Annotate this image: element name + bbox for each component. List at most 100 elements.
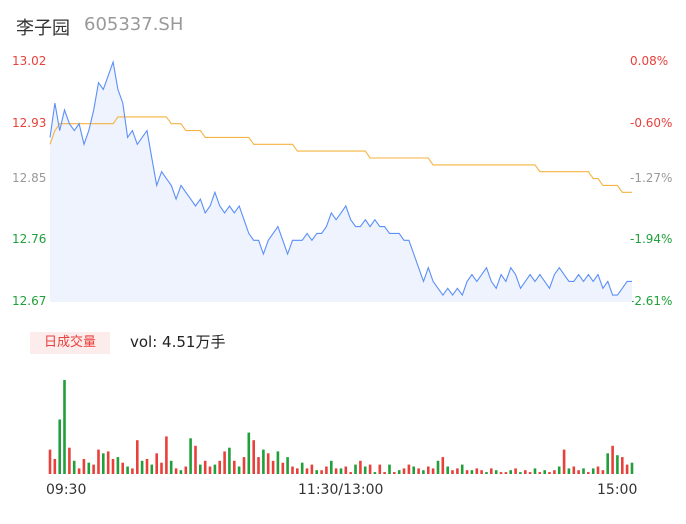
volume-bar <box>373 472 377 474</box>
volume-bar <box>262 449 265 474</box>
volume-bar <box>524 470 527 474</box>
volume-bar <box>82 459 86 474</box>
volume-bar <box>514 468 517 474</box>
volume-bar <box>276 451 280 474</box>
volume-bar <box>528 472 532 474</box>
volume-bar <box>349 472 352 474</box>
volume-bar <box>237 466 241 474</box>
volume-bar <box>296 468 299 474</box>
volume-bar <box>533 468 537 474</box>
volume-bar <box>179 470 183 474</box>
volume-bar <box>145 459 149 474</box>
volume-bar <box>606 453 609 474</box>
volume-bar <box>577 470 580 474</box>
volume-bar <box>509 470 512 474</box>
volume-bar <box>334 468 338 474</box>
volume-bar <box>436 460 440 474</box>
volume-bar <box>271 460 275 474</box>
volume-bar <box>359 460 362 474</box>
volume-bar <box>315 470 318 474</box>
volume-bar <box>174 468 178 474</box>
volume-bar <box>611 445 614 474</box>
volume-bar <box>490 468 493 474</box>
volume-bar <box>431 468 435 474</box>
volume-bar <box>475 468 479 474</box>
volume-bar <box>543 470 546 474</box>
volume-bar <box>465 470 469 474</box>
volume-bar <box>363 466 367 474</box>
volume-bar <box>383 472 386 474</box>
volume-bar <box>393 472 396 474</box>
y-tick-label: 13.02 <box>12 54 47 68</box>
volume-bar <box>625 464 629 474</box>
y-tick-label: 12.85 <box>12 170 47 185</box>
volume-bar <box>519 472 522 474</box>
volume-bar <box>538 472 542 474</box>
volume-bar <box>136 440 139 474</box>
y-tick-label: 12.67 <box>12 294 47 308</box>
volume-bar <box>402 468 406 474</box>
volume-bar <box>53 459 57 474</box>
volume-bar <box>77 468 81 474</box>
volume-bar <box>257 457 260 474</box>
volume-bar <box>397 470 401 474</box>
volume-bar <box>548 472 551 474</box>
volume-bar <box>116 457 120 474</box>
volume-bar <box>165 436 168 474</box>
volume-bar <box>87 462 91 474</box>
volume-bar <box>562 449 566 474</box>
volume-bar <box>344 466 348 474</box>
volume-bar <box>596 466 600 474</box>
volume-bar <box>407 464 411 474</box>
volume-bar <box>213 464 217 474</box>
volume-bar <box>300 462 304 474</box>
volume-bar <box>567 468 571 474</box>
volume-bar <box>286 457 289 474</box>
volume-bar <box>587 472 590 474</box>
volume-bar <box>441 457 445 474</box>
volume-bar <box>305 468 309 474</box>
stock-code: 605337.SH <box>84 14 184 35</box>
volume-bar <box>121 462 124 474</box>
volume-bar <box>184 466 188 474</box>
volume-bar <box>412 466 415 474</box>
volume-bar <box>572 466 576 474</box>
volume-bar <box>456 468 459 474</box>
volume-bar <box>199 464 202 474</box>
volume-bar <box>422 470 425 474</box>
volume-bar <box>111 459 115 474</box>
volume-bar <box>218 460 221 474</box>
volume-bar <box>160 462 163 474</box>
volume-bar <box>92 464 95 474</box>
volume-bar <box>417 468 420 474</box>
volume-bar <box>446 466 449 474</box>
volume-bar <box>131 468 134 474</box>
volume-bar <box>281 462 285 474</box>
volume-bar <box>155 453 158 474</box>
volume-bar <box>330 460 333 474</box>
volume-bar <box>460 464 464 474</box>
x-tick-label: 11:30/13:00 <box>298 482 384 498</box>
volume-bar <box>68 447 71 474</box>
pct-tick-label: -2.61% <box>630 294 673 308</box>
volume-bar <box>354 464 357 474</box>
volume-bar <box>228 447 231 474</box>
volume-bar <box>106 451 110 474</box>
x-tick-label: 09:30 <box>46 482 87 498</box>
volume-bar <box>194 445 197 474</box>
pct-tick-label: -0.60% <box>630 115 673 130</box>
volume-bar <box>252 440 255 474</box>
volume-bar <box>169 460 173 474</box>
pct-tick-label: -1.27% <box>630 170 673 185</box>
volume-bar <box>494 470 498 474</box>
volume-bar <box>582 468 585 474</box>
pct-tick-label: -1.94% <box>630 232 673 247</box>
volume-bar <box>591 468 595 474</box>
stock-name: 李子园 <box>16 18 70 39</box>
price-area-fill <box>50 62 632 302</box>
volume-bar <box>368 464 372 474</box>
volume-bar <box>325 466 328 474</box>
volume-bar <box>451 470 454 474</box>
volume-bar <box>102 453 105 474</box>
volume-bar <box>97 449 100 474</box>
